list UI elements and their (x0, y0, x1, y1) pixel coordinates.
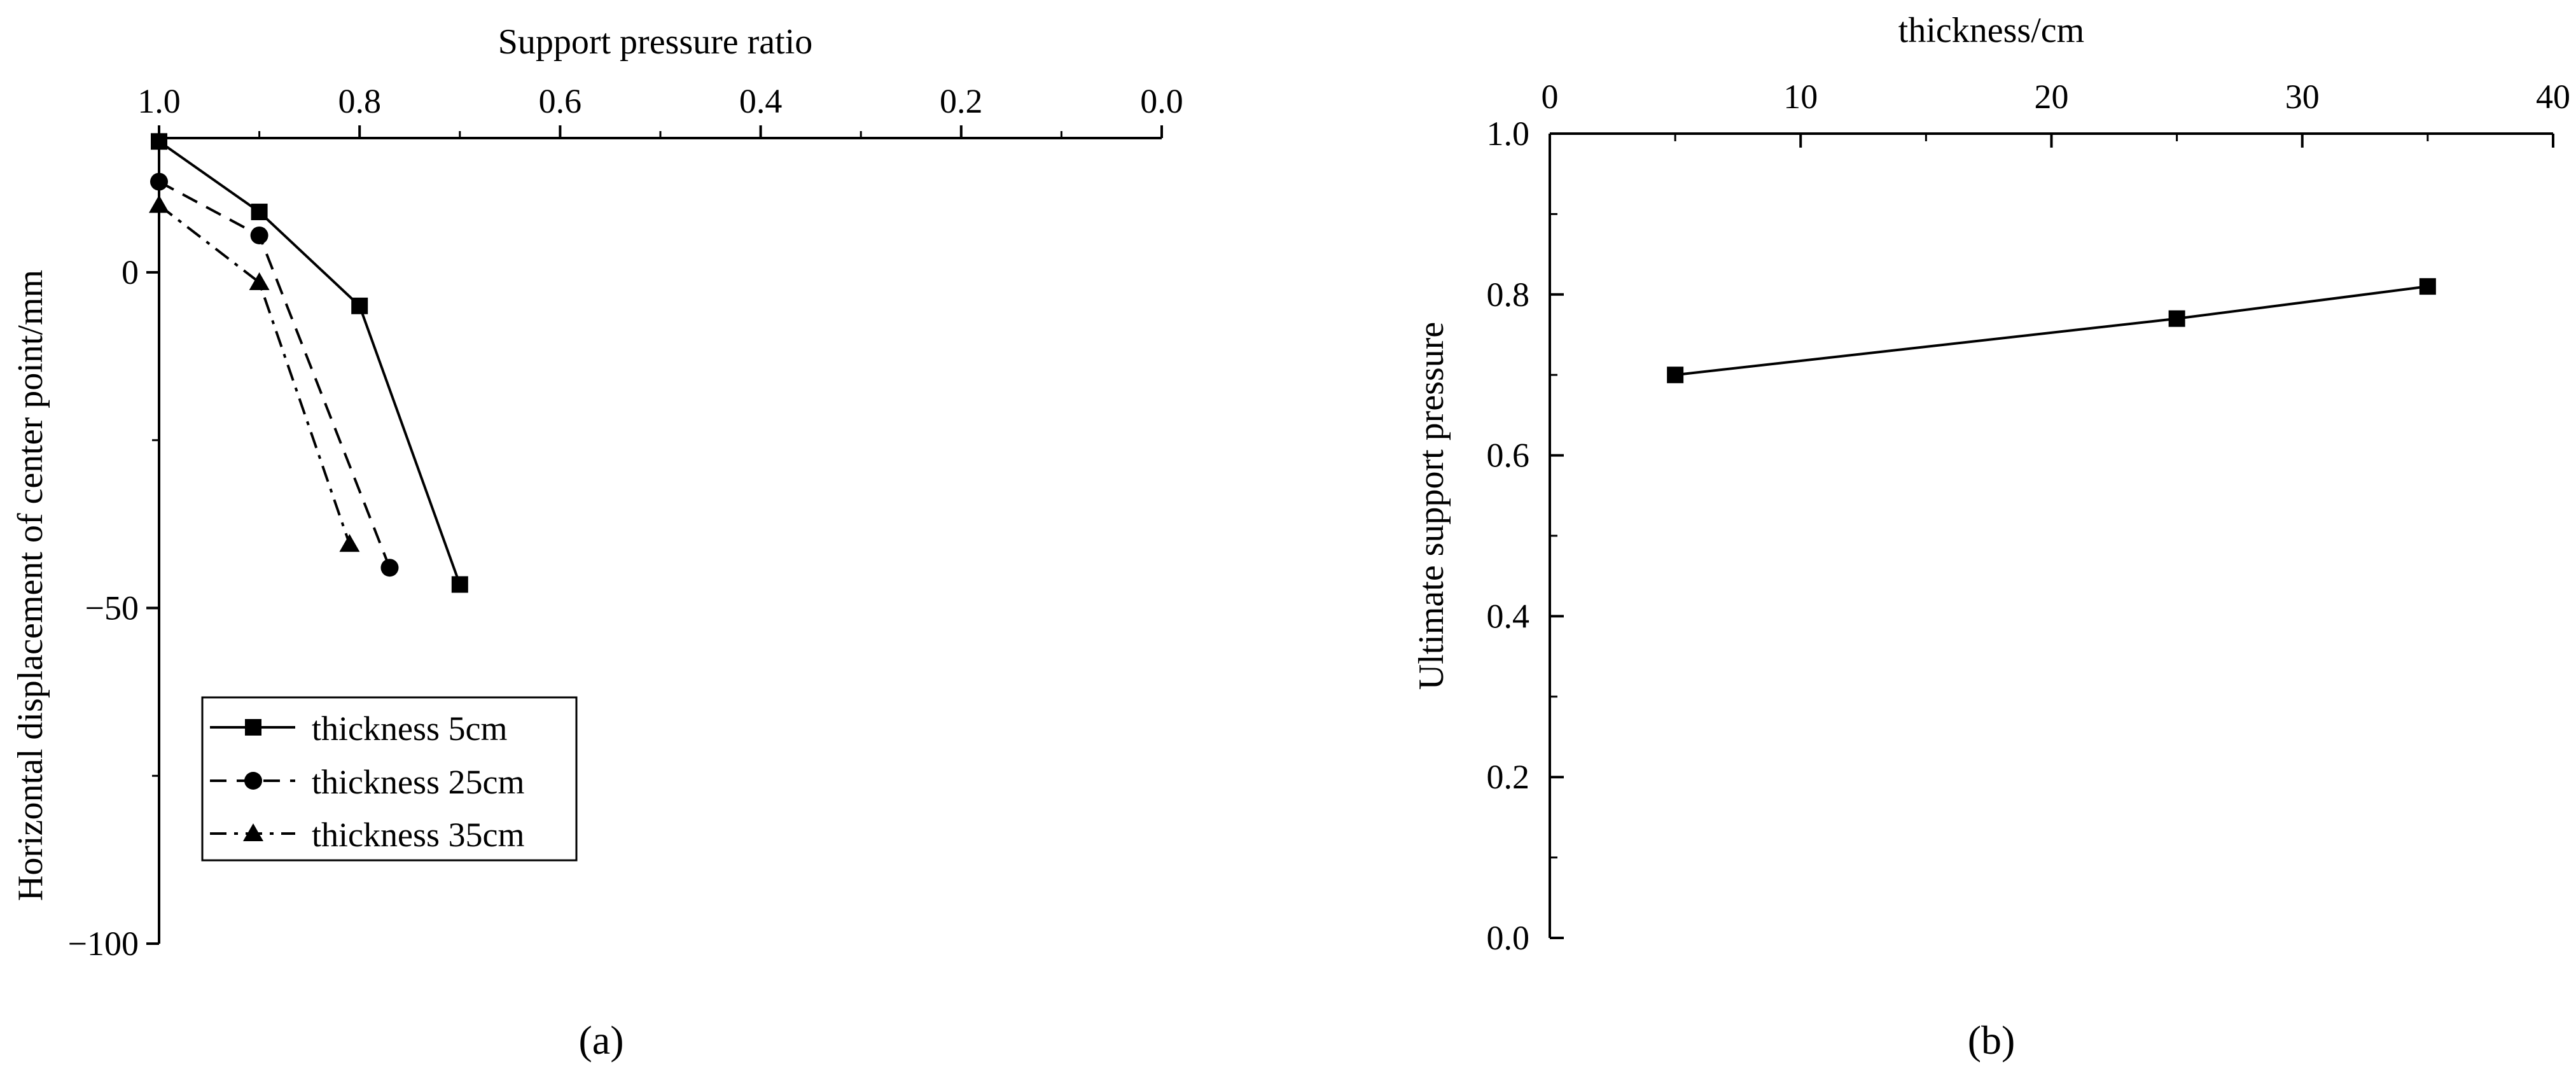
legend-markers (210, 719, 295, 841)
panel-b-x-tick-label: 30 (2285, 78, 2320, 116)
panel-a-label: (a) (578, 1017, 623, 1063)
panel-b-y-ticks: 0.0 0.2 0.4 0.6 0.8 1.0 (1487, 115, 1564, 957)
ultimate-pressure-point (2168, 310, 2185, 327)
legend-label-35cm: thickness 35cm (312, 816, 524, 854)
legend-marker-35cm (243, 823, 263, 841)
panel-a-y-tick-label: −50 (85, 589, 139, 627)
legend-label-5cm: thickness 5cm (312, 709, 507, 748)
data-point-25cm (380, 559, 399, 577)
panel-b-series (1667, 278, 2436, 384)
data-point-35cm (339, 534, 360, 552)
panel-a-y-tick-label: 0 (122, 253, 139, 291)
panel-b-y-tick-label: 0.4 (1487, 597, 1530, 635)
panel-b-axes (1549, 132, 2553, 938)
series-line-35cm (158, 204, 351, 545)
panel-b-y-tick-label: 0.2 (1487, 758, 1530, 796)
panel-b-x-tick-label: 0 (1542, 78, 1559, 116)
panel-a-x-tick-label: 0.4 (739, 82, 783, 120)
panel-b-x-tick-label: 10 (1783, 78, 1818, 116)
legend-box (201, 696, 578, 862)
panel-a-x-tick-label: 0.2 (940, 82, 983, 120)
panel-a-x-axis-title: Support pressure ratio (498, 22, 813, 62)
legend: thickness 5cm thickness 25cm thickness 3… (201, 696, 578, 862)
panel-b-x-tick-label: 40 (2536, 78, 2570, 116)
panel-b-y-tick-label: 0.6 (1487, 437, 1530, 475)
data-point-25cm (250, 226, 268, 244)
panel-a-y-axis-title: Horizontal displacement of center point/… (11, 270, 50, 901)
series-line-25cm (158, 180, 391, 568)
data-point-5cm (451, 576, 468, 593)
data-point-35cm (149, 195, 169, 213)
legend-label-25cm: thickness 25cm (312, 763, 524, 801)
panel-a-x-ticks: 1.0 0.8 0.6 0.4 0.2 0.0 (137, 82, 1183, 138)
panel-b-label: (b) (1968, 1017, 2016, 1063)
series-line-5cm (158, 140, 461, 585)
ultimate-pressure-point (1667, 367, 1684, 384)
panel-a-series (149, 133, 468, 593)
panel-a-x-tick-label: 0.0 (1140, 82, 1183, 120)
ultimate-pressure-line (1674, 285, 2428, 377)
legend-marker-25cm (244, 772, 262, 790)
panel-b-x-ticks: 0 10 20 30 40 (1542, 78, 2570, 148)
ultimate-pressure-point (2419, 278, 2436, 295)
data-point-25cm (150, 172, 168, 191)
panel-a-y-ticks: 0 −50 −100 (68, 253, 159, 963)
panel-b-y-tick-label: 0.0 (1487, 919, 1530, 957)
panel-a-y-tick-label: −100 (68, 925, 139, 963)
panel-b-x-axis-title: thickness/cm (1898, 11, 2084, 50)
data-point-35cm (249, 272, 270, 290)
panel-a-x-tick-label: 0.8 (338, 82, 381, 120)
panel-a-label-text: (a) (578, 1017, 623, 1063)
panel-b-y-tick-label: 0.8 (1487, 276, 1530, 314)
panel-a-x-tick-label: 0.6 (539, 82, 582, 120)
panel-b-y-tick-label: 1.0 (1487, 115, 1530, 153)
data-point-5cm (251, 204, 268, 221)
data-point-5cm (151, 133, 167, 150)
panel-b-x-tick-label: 20 (2035, 78, 2069, 116)
panel-b-label-text: (b) (1968, 1017, 2016, 1063)
data-point-5cm (351, 297, 368, 314)
legend-marker-5cm (245, 719, 261, 736)
panel-b-y-axis-title: Ultimate support pressure (1412, 322, 1451, 690)
panel-b: 0 10 20 30 40 0.0 0.2 0.4 0.6 0.8 1.0 thickness/c… (1412, 11, 2570, 1063)
panel-a: 1.0 0.8 0.6 0.4 0.2 0.0 0 −50 −100 Support pres… (11, 22, 1183, 1063)
panel-a-x-tick-label: 1.0 (137, 82, 181, 120)
